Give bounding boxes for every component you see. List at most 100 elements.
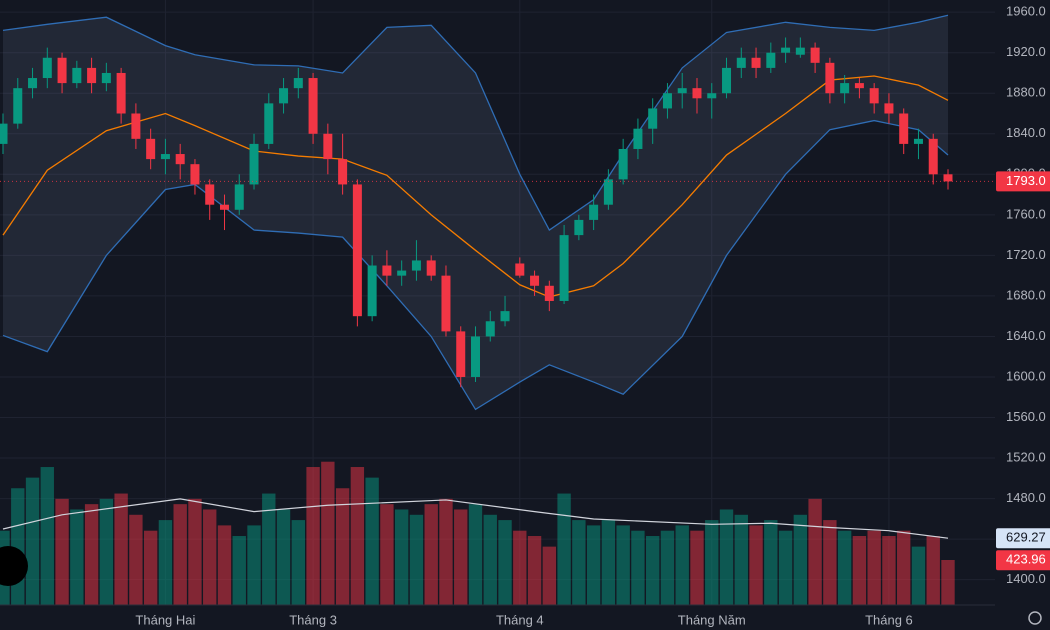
candle-body: [854, 83, 864, 89]
candle-body: [662, 93, 672, 109]
candles: [0, 37, 953, 388]
candle-body: [781, 47, 791, 53]
candle-body: [722, 67, 732, 94]
volume-bar: [409, 514, 424, 605]
volume-bar: [911, 546, 926, 605]
y-tick-label: 1600.0: [1006, 368, 1046, 383]
volume-bar: [394, 509, 409, 605]
volume-bar: [675, 525, 689, 605]
candle-body: [633, 128, 643, 149]
candle-body: [234, 184, 244, 210]
candle-body: [515, 263, 525, 276]
volume-bar: [321, 461, 335, 605]
candle-body: [279, 88, 289, 104]
candle-body: [603, 179, 613, 205]
candle-body: [648, 108, 658, 129]
volume-bar: [217, 525, 232, 605]
volume-bar: [764, 520, 778, 605]
volume-bar: [25, 477, 40, 605]
candle-body: [426, 260, 436, 276]
candle-body: [485, 321, 495, 337]
logo: [0, 546, 28, 586]
volume-bar: [837, 530, 852, 605]
y-tick-label: 1680.0: [1006, 287, 1046, 302]
settings-gear[interactable]: [1028, 611, 1042, 625]
volume-bar: [262, 493, 276, 605]
settings-icon[interactable]: [1028, 611, 1042, 625]
x-tick-label: Tháng 6: [865, 612, 913, 627]
volume-bar: [572, 520, 586, 605]
candle-body: [471, 336, 480, 377]
candle-body: [264, 103, 274, 144]
candle-body: [677, 88, 687, 94]
candle-body: [323, 133, 333, 160]
volume-bar: [808, 498, 822, 605]
y-tick-label: 1480.0: [1006, 490, 1046, 505]
volume-bar: [203, 509, 217, 605]
volume-bar: [350, 467, 365, 605]
candle-body: [840, 83, 850, 94]
candle-body: [500, 311, 510, 322]
volume-ma-tag: [996, 528, 1050, 549]
volume-bar: [454, 509, 468, 605]
volume-bar: [749, 525, 763, 605]
band-middle: [2, 75, 949, 298]
volume-bar: [291, 520, 305, 605]
volume-bar: [55, 498, 69, 605]
candle-body: [382, 265, 392, 276]
volume-bar: [852, 536, 867, 605]
candle-body: [352, 184, 362, 317]
volume-bar: [232, 536, 246, 605]
candle-body: [101, 72, 111, 84]
candle-body: [825, 62, 835, 94]
candle-body: [943, 174, 953, 182]
volume-bar: [483, 514, 497, 605]
y-tick-label: 1400.0: [1006, 571, 1046, 586]
volume-bar: [365, 477, 379, 605]
candle-body: [411, 260, 421, 271]
candle-body: [456, 331, 466, 377]
volume-bar: [143, 530, 158, 605]
volume-bar: [424, 504, 438, 605]
candle-body: [293, 78, 303, 89]
volume-bar: [335, 488, 350, 605]
candle-body: [146, 138, 156, 160]
candle-body: [205, 184, 215, 205]
candle-body: [544, 285, 554, 301]
candle-body: [190, 164, 200, 185]
candle-body: [884, 103, 894, 114]
y-tick-label: 1760.0: [1006, 206, 1046, 221]
volume-bar: [129, 514, 143, 605]
band-lower: [2, 119, 949, 411]
volume-bar: [646, 536, 660, 605]
candle-body: [928, 138, 938, 175]
candle-body: [766, 52, 776, 68]
candle-body: [28, 78, 38, 89]
volume-tag: [996, 550, 1050, 571]
axes: 1960.01920.01880.01840.01800.01760.01720…: [0, 4, 1050, 627]
volume-ma-line: [2, 498, 949, 539]
volume-ma-label: 629.27: [1006, 530, 1046, 545]
volume-bar: [719, 509, 734, 605]
volume-bar: [70, 509, 84, 605]
volume-bar: [941, 560, 955, 605]
volume-bar: [84, 504, 99, 605]
volume-bar: [897, 530, 911, 605]
volume-bar: [660, 530, 675, 605]
x-tick-label: Tháng Hai: [135, 612, 195, 627]
y-tick-label: 1640.0: [1006, 328, 1046, 343]
candle-body: [707, 93, 717, 99]
volume-bar: [823, 520, 837, 605]
y-tick-label: 1920.0: [1006, 44, 1046, 59]
candle-body: [810, 47, 820, 63]
candle-body: [589, 204, 599, 220]
volume-bar: [882, 536, 896, 605]
volume-bar: [247, 525, 261, 605]
volume-bar: [468, 504, 483, 605]
y-tick-label: 1880.0: [1006, 85, 1046, 100]
candle-body: [131, 113, 141, 139]
candle-body: [72, 67, 82, 84]
candle-body: [13, 88, 23, 124]
band-upper: [2, 14, 949, 231]
